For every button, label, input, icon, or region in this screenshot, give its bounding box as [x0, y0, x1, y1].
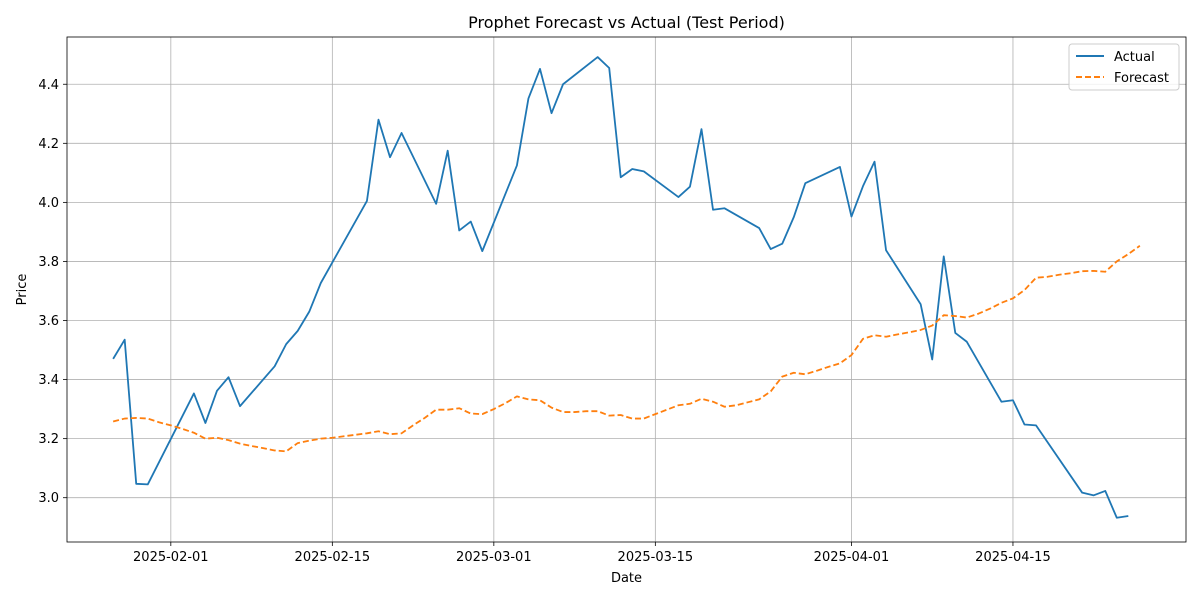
y-tick-label: 3.2	[38, 432, 59, 447]
x-axis-title: Date	[611, 571, 642, 586]
y-tick-label: 3.4	[38, 373, 59, 388]
y-tick-label: 4.4	[38, 78, 59, 93]
series-lines	[112, 56, 1141, 519]
axis-ticks: 2025-02-01 2025-02-15 2025-03-01 2025-03-15…	[38, 78, 1050, 565]
chart-title: Prophet Forecast vs Actual (Test Period)	[468, 13, 785, 32]
y-tick-label: 4.0	[38, 196, 59, 211]
y-tick-label: 4.2	[38, 137, 59, 152]
y-tick-label: 3.6	[38, 314, 59, 329]
legend-label-forecast: Forecast	[1114, 71, 1169, 86]
legend: Actual Forecast	[1068, 43, 1180, 91]
grid-lines	[67, 37, 1186, 542]
series-line-forecast	[112, 245, 1141, 453]
plot-frame	[66, 36, 1187, 543]
y-tick-label: 3.0	[38, 491, 59, 506]
x-tick-label: 2025-04-15	[975, 550, 1051, 565]
x-tick-label: 2025-02-15	[295, 550, 371, 565]
x-tick-label: 2025-04-01	[814, 550, 890, 565]
y-tick-label: 3.8	[38, 255, 59, 270]
y-axis-title: Price	[15, 274, 30, 306]
series-line-actual	[112, 56, 1129, 519]
x-tick-label: 2025-03-15	[618, 550, 694, 565]
x-tick-label: 2025-02-01	[133, 550, 209, 565]
x-tick-label: 2025-03-01	[456, 550, 532, 565]
legend-label-actual: Actual	[1114, 50, 1155, 65]
